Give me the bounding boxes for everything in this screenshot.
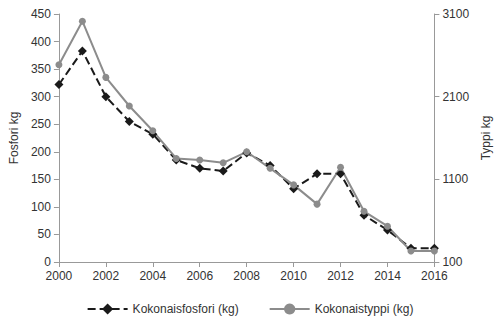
svg-text:400: 400 bbox=[31, 35, 51, 49]
svg-text:2008: 2008 bbox=[233, 269, 260, 283]
svg-text:2010: 2010 bbox=[280, 269, 307, 283]
svg-text:2014: 2014 bbox=[374, 269, 401, 283]
svg-text:3100: 3100 bbox=[442, 7, 469, 21]
svg-text:Typpi kg: Typpi kg bbox=[479, 116, 493, 161]
svg-text:300: 300 bbox=[31, 90, 51, 104]
svg-text:200: 200 bbox=[31, 145, 51, 159]
svg-text:Kokonaistyppi (kg): Kokonaistyppi (kg) bbox=[315, 302, 414, 316]
svg-text:100: 100 bbox=[442, 255, 462, 269]
svg-text:Fosfori kg: Fosfori kg bbox=[7, 112, 21, 165]
svg-text:350: 350 bbox=[31, 62, 51, 76]
svg-text:0: 0 bbox=[44, 255, 51, 269]
svg-text:2012: 2012 bbox=[327, 269, 354, 283]
svg-text:150: 150 bbox=[31, 172, 51, 186]
svg-text:2004: 2004 bbox=[139, 269, 166, 283]
svg-text:2100: 2100 bbox=[442, 90, 469, 104]
svg-text:2016: 2016 bbox=[421, 269, 448, 283]
svg-text:1100: 1100 bbox=[442, 172, 468, 186]
svg-text:2000: 2000 bbox=[46, 269, 73, 283]
svg-text:2002: 2002 bbox=[93, 269, 120, 283]
svg-text:Kokonaisfosfori (kg): Kokonaisfosfori (kg) bbox=[133, 302, 239, 316]
svg-text:450: 450 bbox=[31, 7, 51, 21]
svg-text:2006: 2006 bbox=[186, 269, 213, 283]
svg-text:250: 250 bbox=[31, 117, 51, 131]
svg-text:100: 100 bbox=[31, 200, 51, 214]
svg-text:50: 50 bbox=[38, 227, 52, 241]
